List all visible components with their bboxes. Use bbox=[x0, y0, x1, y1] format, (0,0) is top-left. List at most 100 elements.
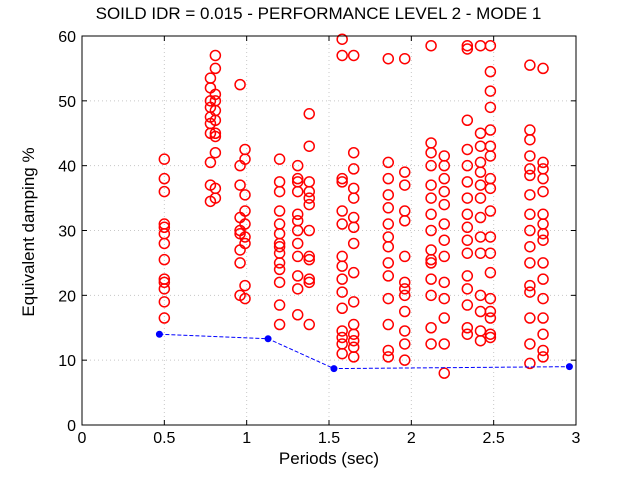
scatter-point bbox=[239, 189, 251, 201]
scatter-point bbox=[461, 328, 474, 340]
scatter-point bbox=[425, 338, 437, 350]
y-tick-label: 40 bbox=[58, 159, 76, 176]
scatter-point bbox=[382, 257, 395, 269]
scatter-point bbox=[425, 273, 437, 285]
scatter-point bbox=[537, 156, 549, 169]
scatter-point bbox=[303, 198, 315, 211]
scatter-point bbox=[524, 224, 536, 237]
scatter-point bbox=[474, 127, 487, 139]
scatter-point bbox=[291, 159, 304, 172]
scatter-point bbox=[438, 234, 451, 246]
scatter-point bbox=[461, 176, 474, 188]
scatter-point bbox=[524, 208, 536, 221]
scatter-point bbox=[234, 257, 246, 269]
scatter-point bbox=[438, 218, 451, 230]
scatter-point bbox=[461, 247, 474, 259]
scatter-point bbox=[524, 124, 536, 136]
scatter-point bbox=[291, 237, 304, 250]
scatter-point bbox=[398, 179, 411, 191]
scatter-point bbox=[291, 176, 304, 188]
scatter-point bbox=[524, 163, 536, 175]
scatter-point bbox=[461, 221, 474, 234]
scatter-point bbox=[524, 189, 536, 201]
scatter-point bbox=[537, 273, 549, 285]
scatter-point bbox=[239, 279, 251, 292]
scatter-point bbox=[273, 205, 286, 217]
scatter-point bbox=[303, 318, 315, 331]
y-axis-ticks: 0 10 20 30 40 50 60 bbox=[58, 29, 576, 435]
scatter-point bbox=[537, 328, 549, 340]
scatter-point bbox=[484, 39, 497, 52]
scatter-point bbox=[336, 273, 348, 285]
scatter-point bbox=[461, 192, 474, 204]
scatter-point bbox=[347, 163, 360, 175]
scatter-point bbox=[382, 270, 395, 282]
scatter-point bbox=[425, 137, 437, 149]
scatter-point bbox=[347, 211, 360, 224]
scatter-point bbox=[425, 159, 437, 172]
scatter-point bbox=[524, 240, 536, 253]
scatter-point bbox=[273, 176, 286, 188]
scatter-point bbox=[336, 33, 348, 45]
scatter-point bbox=[537, 163, 549, 175]
scatter-point bbox=[204, 72, 217, 84]
scatter-point bbox=[347, 318, 360, 331]
scatter-point bbox=[273, 240, 286, 253]
scatter-point bbox=[438, 185, 451, 198]
scatter-point bbox=[239, 218, 251, 230]
scatter-point bbox=[524, 357, 536, 370]
scatter-point bbox=[158, 172, 171, 185]
x-tick-label: 1.5 bbox=[318, 430, 340, 447]
scatter-point bbox=[382, 292, 395, 305]
scatter-point bbox=[537, 312, 549, 324]
line-series bbox=[155, 330, 573, 373]
scatter-point bbox=[382, 189, 395, 201]
scatter-point bbox=[484, 247, 497, 259]
scatter-point bbox=[484, 328, 497, 340]
scatter-point bbox=[291, 208, 304, 221]
scatter-point bbox=[461, 270, 474, 282]
y-tick-label: 20 bbox=[58, 288, 76, 305]
scatter-point bbox=[474, 192, 487, 204]
scatter-point bbox=[303, 140, 315, 152]
scatter-point bbox=[524, 338, 536, 350]
scatter-point bbox=[336, 172, 348, 185]
scatter-point bbox=[336, 218, 348, 230]
scatter-point bbox=[438, 276, 451, 289]
scatter-point bbox=[537, 351, 549, 363]
scatter-point bbox=[158, 296, 171, 308]
scatter-point bbox=[537, 257, 549, 269]
x-tick-label: 1 bbox=[242, 430, 251, 447]
scatter-point bbox=[484, 331, 497, 344]
scatter-point bbox=[484, 231, 497, 243]
scatter-point bbox=[291, 250, 304, 263]
scatter-point bbox=[474, 325, 487, 337]
scatter-point bbox=[347, 296, 360, 308]
x-tick-label: 0 bbox=[78, 430, 87, 447]
line-point bbox=[565, 363, 573, 371]
scatter-point bbox=[336, 331, 348, 344]
scatter-point bbox=[158, 221, 171, 234]
scatter-point bbox=[347, 237, 360, 250]
scatter-point bbox=[347, 334, 360, 347]
scatter-point bbox=[438, 150, 451, 162]
scatter-point bbox=[438, 312, 451, 324]
x-axis-label: Periods (sec) bbox=[278, 449, 380, 468]
scatter-point bbox=[524, 312, 536, 324]
scatter-point bbox=[438, 250, 451, 263]
y-tick-label: 10 bbox=[58, 353, 76, 370]
scatter-point bbox=[425, 208, 437, 221]
scatter-point bbox=[524, 286, 536, 298]
x-tick-label: 0.5 bbox=[153, 430, 175, 447]
scatter-series bbox=[158, 33, 549, 379]
scatter-point bbox=[303, 253, 315, 266]
scatter-point bbox=[209, 49, 222, 62]
scatter-point bbox=[158, 185, 171, 198]
scatter-point bbox=[425, 289, 437, 302]
scatter-point bbox=[484, 312, 497, 324]
scatter-point bbox=[461, 234, 474, 246]
scatter-point bbox=[484, 266, 497, 279]
scatter-point bbox=[347, 266, 360, 279]
scatter-point bbox=[398, 354, 411, 366]
